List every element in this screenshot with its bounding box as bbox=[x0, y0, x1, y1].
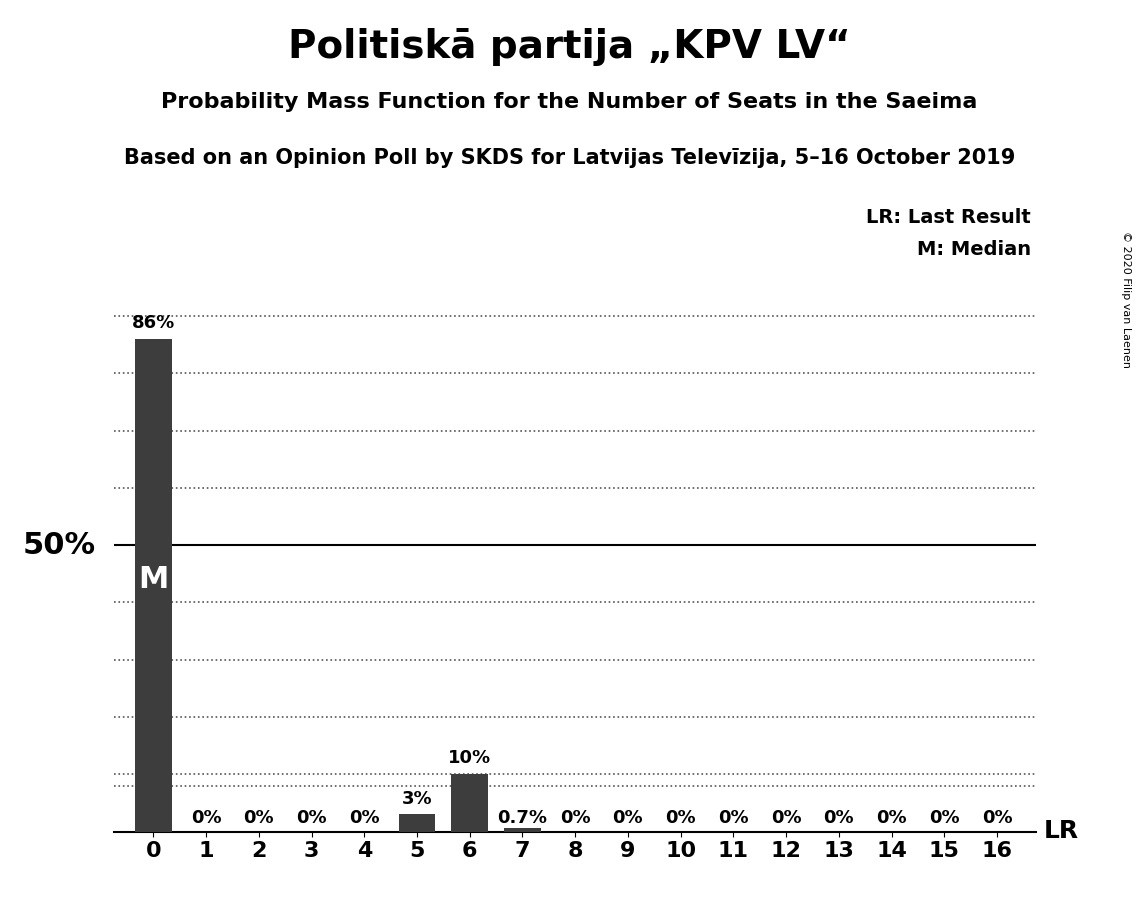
Text: Based on an Opinion Poll by SKDS for Latvijas Televīzija, 5–16 October 2019: Based on an Opinion Poll by SKDS for Lat… bbox=[124, 148, 1015, 168]
Text: 3%: 3% bbox=[402, 789, 433, 808]
Text: 0%: 0% bbox=[929, 809, 959, 827]
Text: LR: Last Result: LR: Last Result bbox=[866, 208, 1031, 227]
Text: 10%: 10% bbox=[448, 749, 491, 768]
Text: 0%: 0% bbox=[296, 809, 327, 827]
Text: 0%: 0% bbox=[771, 809, 802, 827]
Text: LR: LR bbox=[1043, 820, 1079, 843]
Bar bbox=[136, 339, 172, 832]
Text: 0%: 0% bbox=[665, 809, 696, 827]
Text: 0%: 0% bbox=[718, 809, 748, 827]
Text: © 2020 Filip van Laenen: © 2020 Filip van Laenen bbox=[1121, 231, 1131, 368]
Text: Politiskā partija „KPV LV“: Politiskā partija „KPV LV“ bbox=[288, 28, 851, 66]
Bar bbox=[451, 774, 489, 832]
Text: 0%: 0% bbox=[244, 809, 274, 827]
Text: M: Median: M: Median bbox=[917, 240, 1031, 260]
Text: Probability Mass Function for the Number of Seats in the Saeima: Probability Mass Function for the Number… bbox=[162, 92, 977, 113]
Text: 50%: 50% bbox=[23, 530, 96, 560]
Text: 0%: 0% bbox=[560, 809, 590, 827]
Text: 0.7%: 0.7% bbox=[498, 809, 548, 827]
Bar bbox=[505, 828, 541, 832]
Text: M: M bbox=[138, 565, 169, 594]
Bar bbox=[399, 814, 435, 832]
Text: 0%: 0% bbox=[823, 809, 854, 827]
Text: 0%: 0% bbox=[349, 809, 379, 827]
Text: 0%: 0% bbox=[876, 809, 907, 827]
Text: 0%: 0% bbox=[982, 809, 1013, 827]
Text: 0%: 0% bbox=[613, 809, 644, 827]
Text: 0%: 0% bbox=[191, 809, 221, 827]
Text: 86%: 86% bbox=[132, 314, 175, 332]
